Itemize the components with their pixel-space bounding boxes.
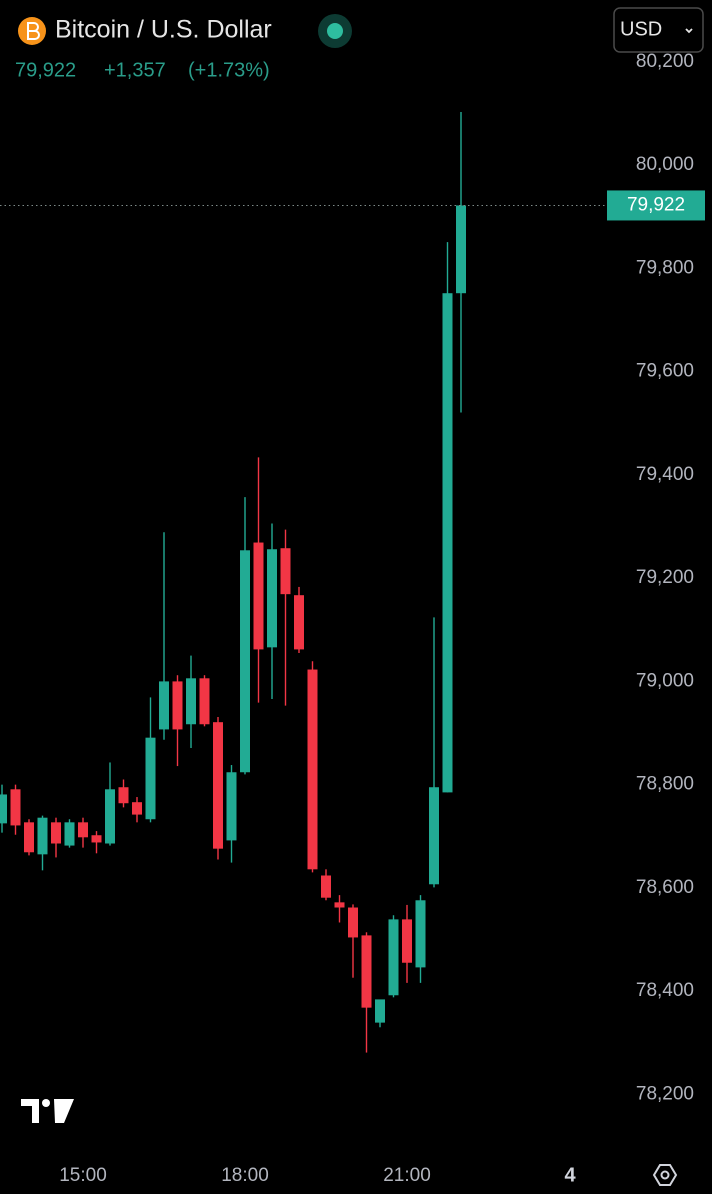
candle-body xyxy=(226,772,237,841)
candle-body xyxy=(415,900,426,968)
currency-label[interactable]: USD xyxy=(620,18,662,40)
candle-body xyxy=(186,678,196,725)
candle-body xyxy=(402,919,412,963)
y-tick-label: 78,600 xyxy=(636,877,694,898)
candle-body xyxy=(91,835,102,843)
candle-body xyxy=(24,822,34,853)
candle-body xyxy=(307,669,318,870)
y-tick-label: 78,400 xyxy=(636,980,694,1001)
candle-body xyxy=(10,789,21,826)
candle-body xyxy=(213,722,223,849)
candle-body xyxy=(267,549,277,648)
candle-body xyxy=(199,678,210,725)
y-tick-label: 80,200 xyxy=(636,51,694,72)
settings-icon[interactable] xyxy=(652,1164,678,1186)
candle-body xyxy=(253,542,264,650)
candle-body xyxy=(78,822,88,838)
market-status-dot xyxy=(327,23,343,39)
y-tick-label: 79,800 xyxy=(636,257,694,278)
y-tick-label: 78,200 xyxy=(636,1083,694,1104)
y-tick-label: 80,000 xyxy=(636,154,694,175)
candle-body xyxy=(375,999,385,1023)
x-tick-label: 18:00 xyxy=(221,1165,269,1186)
tv-logo xyxy=(42,1099,50,1107)
candle-body xyxy=(0,794,7,824)
range-button[interactable]: 4 xyxy=(564,1164,576,1186)
symbol-title: Bitcoin / U.S. Dollar xyxy=(55,16,272,44)
candle-body xyxy=(172,681,183,730)
candle-body xyxy=(51,822,61,844)
candle-body xyxy=(64,822,75,846)
candle-body xyxy=(294,595,304,650)
x-tick-label: 15:00 xyxy=(59,1165,107,1186)
candle-body xyxy=(442,293,453,793)
candle-body xyxy=(145,737,156,820)
candle-body xyxy=(348,907,358,938)
last-price: 79,922 xyxy=(15,59,76,81)
y-tick-label: 79,600 xyxy=(636,361,694,382)
tv-logo xyxy=(54,1099,74,1123)
candle-body xyxy=(240,550,250,773)
y-tick-label: 78,800 xyxy=(636,774,694,795)
candle-body xyxy=(132,802,142,815)
tv-logo xyxy=(21,1099,39,1123)
last-price-tag-label: 79,922 xyxy=(627,194,685,215)
plot xyxy=(0,112,466,1053)
price-change-percent: (+1.73%) xyxy=(188,59,270,81)
y-tick-label: 79,000 xyxy=(636,670,694,691)
candle-body xyxy=(388,919,399,996)
x-tick-label: 21:00 xyxy=(383,1165,431,1186)
candle-body xyxy=(334,902,345,908)
candle-body xyxy=(456,205,466,294)
last-price-tag xyxy=(607,190,705,221)
candle-body xyxy=(105,789,115,844)
candle-body xyxy=(118,787,129,804)
price-change: +1,357 xyxy=(104,59,166,81)
candle-body xyxy=(159,681,169,730)
settings-icon[interactable] xyxy=(660,1170,670,1180)
currency-chevron[interactable] xyxy=(685,28,693,34)
candle-body xyxy=(321,875,331,898)
currency-button[interactable] xyxy=(613,7,704,53)
bitcoin-icon-glyph xyxy=(27,22,40,40)
y-tick-label: 79,200 xyxy=(636,567,694,588)
y-tick-label: 79,400 xyxy=(636,464,694,485)
candle-body xyxy=(280,548,291,595)
settings-button[interactable] xyxy=(652,1164,678,1186)
candle-body xyxy=(37,817,48,855)
candle-body xyxy=(429,787,439,885)
candle-body xyxy=(361,935,372,1008)
